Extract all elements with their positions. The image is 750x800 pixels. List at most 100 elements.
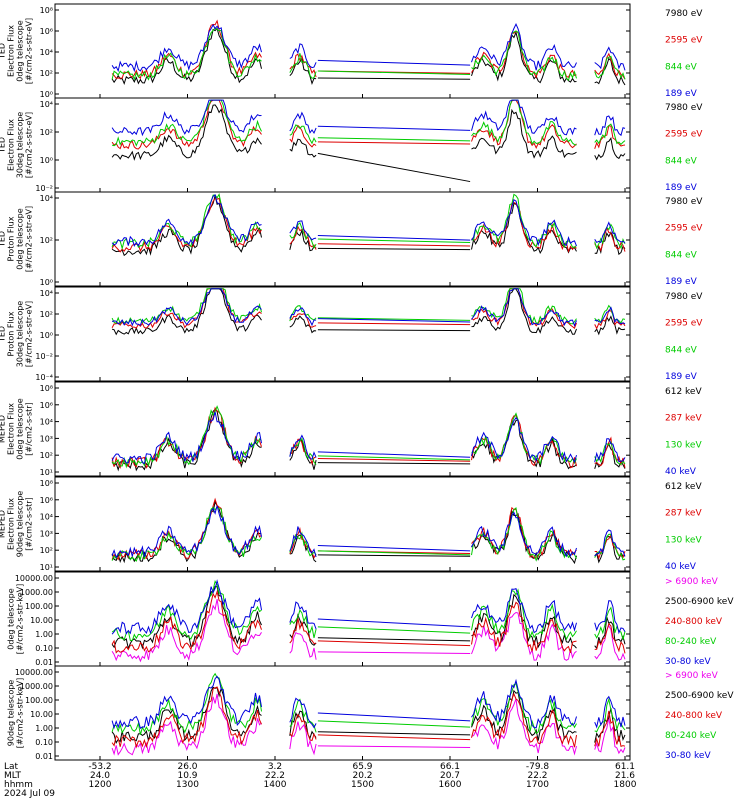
series-gap-line bbox=[317, 745, 471, 748]
series-line bbox=[289, 618, 317, 645]
series-line bbox=[111, 411, 262, 465]
y-axis-label: Proton Flux bbox=[7, 216, 16, 261]
legend-entry: 2595 eV bbox=[665, 319, 703, 329]
legend-entry: 2500-6900 keV bbox=[665, 597, 734, 607]
series-line bbox=[289, 220, 317, 241]
series-line bbox=[594, 221, 626, 244]
series-line bbox=[594, 55, 626, 80]
series-line bbox=[289, 228, 317, 252]
series-line bbox=[111, 99, 262, 147]
series-line bbox=[471, 588, 577, 641]
legend-entry: 844 eV bbox=[665, 156, 698, 166]
series-line bbox=[471, 507, 577, 562]
y-axis-label: [#/cm2-s-str-keV] bbox=[16, 584, 25, 655]
series-gap-line bbox=[317, 544, 471, 552]
series-line bbox=[289, 713, 317, 742]
series-gap-line bbox=[317, 455, 471, 461]
series-gap-line bbox=[317, 141, 471, 145]
x-row-label-mlt: MLT bbox=[4, 771, 22, 781]
series-line bbox=[111, 405, 262, 469]
panel-frame bbox=[54, 286, 631, 382]
series-line bbox=[594, 708, 626, 743]
legend-entry: 287 keV bbox=[665, 509, 702, 519]
series-line bbox=[289, 307, 317, 327]
series-line bbox=[111, 579, 262, 642]
series-line bbox=[111, 686, 262, 744]
y-tick-label: 0.10 bbox=[35, 644, 53, 653]
series-line bbox=[471, 511, 577, 558]
series-gap-line bbox=[317, 59, 471, 66]
series-line bbox=[594, 617, 626, 650]
series-line bbox=[471, 288, 577, 328]
series-line bbox=[111, 585, 262, 651]
series-line bbox=[594, 123, 626, 146]
series-line bbox=[289, 138, 317, 158]
legend-entry: 844 eV bbox=[665, 345, 698, 355]
y-tick-label: 1.00 bbox=[35, 724, 53, 733]
series-gap-line bbox=[317, 329, 471, 332]
series-gap-line bbox=[317, 640, 471, 647]
series-line bbox=[289, 124, 317, 148]
y-tick-label: 10² bbox=[40, 546, 53, 555]
x-row-label-hhmm: hhmm bbox=[4, 780, 33, 790]
y-tick-label: 10² bbox=[40, 451, 53, 460]
legend-entry: 30-80 keV bbox=[665, 751, 711, 761]
y-axis-label: [#/cm2-s-str-eV] bbox=[25, 206, 34, 272]
x-row-label-lat: Lat bbox=[4, 762, 19, 772]
series-line bbox=[471, 692, 577, 748]
y-tick-label: 1000.00 bbox=[20, 588, 53, 597]
y-axis-label: TED bbox=[0, 231, 7, 248]
panel-frame bbox=[54, 3, 631, 99]
legend-entry: 189 eV bbox=[665, 372, 698, 382]
legend-entry: 240-800 keV bbox=[665, 617, 723, 627]
y-axis-label: 0deg telescope bbox=[16, 398, 25, 459]
x-tick-mlt: 20.2 bbox=[352, 771, 372, 781]
series-gap-line bbox=[317, 734, 471, 741]
series-line bbox=[471, 601, 577, 653]
series-line bbox=[471, 30, 577, 79]
x-tick-hhmm: 1200 bbox=[89, 780, 112, 790]
series-line bbox=[471, 193, 577, 249]
series-line bbox=[289, 710, 317, 740]
y-axis-label: 30deg telescope bbox=[16, 301, 25, 368]
y-tick-label: 0.01 bbox=[35, 658, 53, 667]
y-axis-label: 30deg telescope bbox=[16, 112, 25, 179]
series-line bbox=[289, 225, 317, 250]
series-line bbox=[471, 99, 577, 146]
y-tick-label: 10.00 bbox=[30, 710, 53, 719]
series-line bbox=[471, 682, 577, 734]
legend-entry: 844 eV bbox=[665, 250, 698, 260]
series-line bbox=[111, 104, 262, 161]
y-tick-label: 10⁴ bbox=[40, 194, 53, 203]
x-tick-lat: -53.2 bbox=[88, 762, 111, 772]
y-axis-label: 90deg telescope bbox=[7, 680, 16, 747]
y-axis-label: Proton Flux bbox=[7, 311, 16, 356]
y-tick-label: 10⁻² bbox=[35, 352, 53, 361]
y-tick-label: 10⁻² bbox=[35, 184, 53, 193]
series-line bbox=[111, 99, 262, 137]
x-tick-mlt: 10.9 bbox=[177, 771, 197, 781]
x-tick-lat: -79.8 bbox=[526, 762, 550, 772]
y-axis-label: Electron Flux bbox=[7, 498, 16, 550]
series-line bbox=[471, 416, 577, 464]
x-tick-hhmm: 1700 bbox=[526, 780, 549, 790]
y-tick-label: 1.00 bbox=[35, 630, 53, 639]
x-tick-hhmm: 1600 bbox=[439, 780, 462, 790]
legend-entry: 612 keV bbox=[665, 387, 702, 397]
series-line bbox=[289, 57, 317, 85]
y-axis-label: [#/cm2-s-str] bbox=[25, 497, 34, 550]
series-gap-line bbox=[317, 651, 471, 654]
legend-entry: 7980 eV bbox=[665, 9, 703, 19]
series-line bbox=[111, 675, 262, 730]
y-tick-label: 10⁰ bbox=[40, 90, 53, 99]
series-line bbox=[594, 600, 626, 635]
series-line bbox=[594, 315, 626, 336]
y-tick-label: 0.01 bbox=[35, 752, 53, 761]
series-line bbox=[111, 99, 262, 150]
legend-entry: 2595 eV bbox=[665, 36, 703, 46]
series-line bbox=[111, 194, 262, 248]
series-line bbox=[289, 632, 317, 660]
series-line bbox=[594, 622, 626, 654]
y-tick-label: 10⁰ bbox=[40, 156, 53, 165]
legend-entry: 7980 eV bbox=[665, 292, 703, 302]
